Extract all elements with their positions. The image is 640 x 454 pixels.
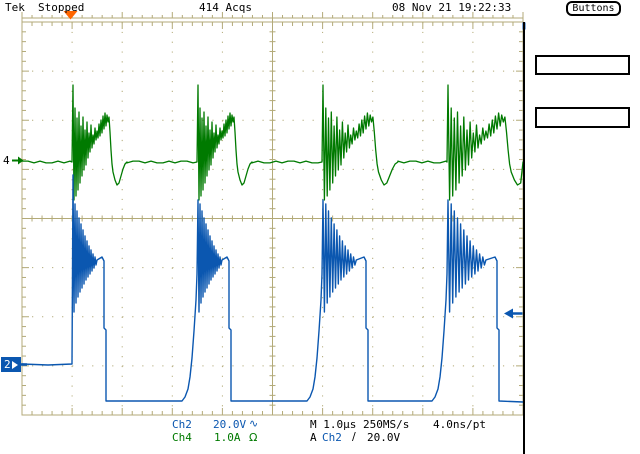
ch2-scale-readout: 20.0V [213, 418, 247, 431]
acquisition-status: Stopped [38, 1, 85, 14]
trigger-position-marker[interactable] [63, 11, 78, 20]
ch4-impedance-icon: Ω [249, 431, 258, 444]
acquisition-count: 414 Acqs [199, 1, 252, 14]
ch2-position-marker[interactable]: 2 [1, 357, 21, 372]
display-right-separator [523, 22, 525, 454]
ch4-readout-label: Ch4 [172, 431, 192, 444]
menu-button-bottom[interactable] [535, 107, 630, 128]
ch4-scale-readout: 1.0A [214, 431, 241, 444]
menu-button-top[interactable] [535, 55, 630, 75]
ch2-marker-arrow-icon [12, 360, 18, 369]
trigger-source-readout: Ch2 [322, 431, 342, 444]
ch2-coupling-icon: ∿ [249, 417, 259, 430]
acquisition-window-ruler [21, 12, 524, 22]
resolution-readout: 4.0ns/pt [433, 418, 486, 431]
buttons-button[interactable]: Buttons [566, 1, 621, 16]
trigger-level-readout: 20.0V [367, 431, 401, 444]
graticule-grid [21, 21, 524, 416]
ch2-waveform [21, 174, 524, 403]
ch4-marker-arrowhead-icon[interactable] [18, 156, 24, 165]
datetime: 08 Nov 21 19:22:33 [392, 1, 512, 14]
brand-logo: Tek [5, 1, 25, 14]
timebase-readout: M 1.0µs 250MS/s [310, 418, 410, 431]
ch2-readout-label: Ch2 [172, 418, 192, 431]
screen-markers [12, 22, 526, 366]
ch4-waveform [21, 84, 524, 201]
trigger-slope-icon: ∕ [352, 430, 356, 443]
trigger-level-arrow-icon[interactable] [504, 308, 513, 319]
ch2-marker-label: 2 [4, 358, 11, 371]
trigger-mode-label: A [310, 431, 317, 444]
ch4-position-marker[interactable]: 4 [3, 154, 10, 167]
